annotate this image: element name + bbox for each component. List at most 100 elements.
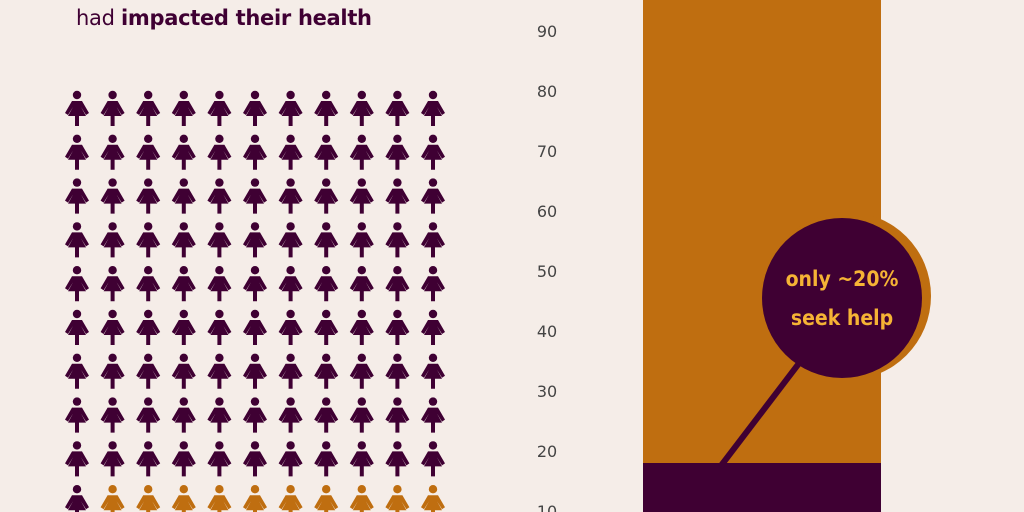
woman-icon xyxy=(243,309,267,345)
woman-icon xyxy=(136,90,161,126)
callout-pointer-line xyxy=(717,360,803,469)
callout-line2: seek help xyxy=(791,306,893,330)
woman-icon xyxy=(136,353,161,389)
woman-icon xyxy=(349,309,374,345)
woman-icon xyxy=(207,485,232,512)
woman-icon xyxy=(136,485,161,512)
woman-icon xyxy=(171,90,196,126)
woman-icon xyxy=(100,90,125,126)
callout-line1: only ~20% xyxy=(786,267,899,291)
y-tick-label: 40 xyxy=(537,322,557,341)
woman-icon xyxy=(421,353,445,389)
woman-icon xyxy=(349,178,374,214)
woman-icon xyxy=(136,397,161,433)
woman-icon xyxy=(421,222,445,258)
woman-icon xyxy=(385,222,410,258)
woman-icon xyxy=(278,397,303,433)
woman-icon xyxy=(207,309,232,345)
woman-icon xyxy=(278,90,303,126)
woman-icon xyxy=(349,90,374,126)
woman-icon xyxy=(314,178,339,214)
woman-icon xyxy=(385,309,410,345)
woman-icon xyxy=(171,397,196,433)
woman-icon xyxy=(349,134,374,170)
woman-icon xyxy=(243,134,267,170)
woman-icon xyxy=(421,134,445,170)
y-tick-label: 30 xyxy=(537,382,557,401)
woman-icon xyxy=(136,441,161,477)
woman-icon xyxy=(421,441,445,477)
woman-icon xyxy=(136,266,161,302)
woman-icon xyxy=(421,90,445,126)
woman-icon xyxy=(136,134,161,170)
woman-icon xyxy=(100,134,125,170)
woman-icon xyxy=(314,485,339,512)
woman-icon xyxy=(349,266,374,302)
woman-icon xyxy=(314,90,339,126)
callout-circle xyxy=(762,218,922,378)
woman-icon xyxy=(349,397,374,433)
bar-seek-help xyxy=(643,463,881,512)
woman-icon xyxy=(207,178,232,214)
woman-icon xyxy=(171,266,196,302)
woman-icon xyxy=(385,485,410,512)
woman-icon xyxy=(207,222,232,258)
woman-icon xyxy=(385,178,410,214)
headline: had impacted their health xyxy=(76,6,372,30)
woman-icon xyxy=(171,222,196,258)
woman-icon xyxy=(385,441,410,477)
woman-icon xyxy=(278,266,303,302)
woman-icon xyxy=(207,441,232,477)
woman-icon xyxy=(207,397,232,433)
woman-icon xyxy=(171,441,196,477)
woman-icon xyxy=(207,134,232,170)
woman-icon xyxy=(243,397,267,433)
woman-icon xyxy=(171,353,196,389)
woman-icon xyxy=(314,222,339,258)
headline-prefix: had xyxy=(76,6,115,30)
woman-icon xyxy=(243,266,267,302)
woman-icon xyxy=(278,309,303,345)
woman-icon xyxy=(171,485,196,512)
woman-icon xyxy=(314,353,339,389)
y-axis: 10 20 30 40 50 60 70 80 90 xyxy=(537,22,557,512)
woman-icon xyxy=(278,134,303,170)
woman-icon xyxy=(278,222,303,258)
woman-icon xyxy=(243,353,267,389)
woman-icon xyxy=(421,397,445,433)
woman-icon xyxy=(171,309,196,345)
woman-icon xyxy=(385,353,410,389)
woman-icon xyxy=(421,266,445,302)
woman-icon xyxy=(65,90,89,126)
woman-icon xyxy=(136,178,161,214)
woman-icon xyxy=(421,178,445,214)
woman-icon xyxy=(65,134,89,170)
woman-icon xyxy=(207,90,232,126)
headline-bold: impacted their health xyxy=(121,6,372,30)
y-tick-label: 70 xyxy=(537,142,557,161)
woman-icon xyxy=(136,309,161,345)
woman-icon xyxy=(65,222,89,258)
woman-icon xyxy=(243,178,267,214)
woman-icon xyxy=(278,353,303,389)
woman-icon xyxy=(385,90,410,126)
woman-icon xyxy=(314,397,339,433)
woman-icon xyxy=(65,266,89,302)
woman-icon xyxy=(100,222,125,258)
woman-icon xyxy=(278,485,303,512)
woman-icon xyxy=(243,90,267,126)
woman-icon xyxy=(278,441,303,477)
woman-icon xyxy=(349,441,374,477)
woman-icon xyxy=(100,178,125,214)
y-tick-label: 90 xyxy=(537,22,557,41)
woman-icon xyxy=(207,353,232,389)
callout: only ~20% seek help xyxy=(717,212,931,469)
woman-icon xyxy=(385,397,410,433)
woman-icon xyxy=(65,441,89,477)
woman-icon xyxy=(349,222,374,258)
woman-icon xyxy=(100,266,125,302)
woman-icon xyxy=(385,266,410,302)
woman-icon xyxy=(100,397,125,433)
woman-icon xyxy=(314,134,339,170)
woman-icon xyxy=(243,441,267,477)
